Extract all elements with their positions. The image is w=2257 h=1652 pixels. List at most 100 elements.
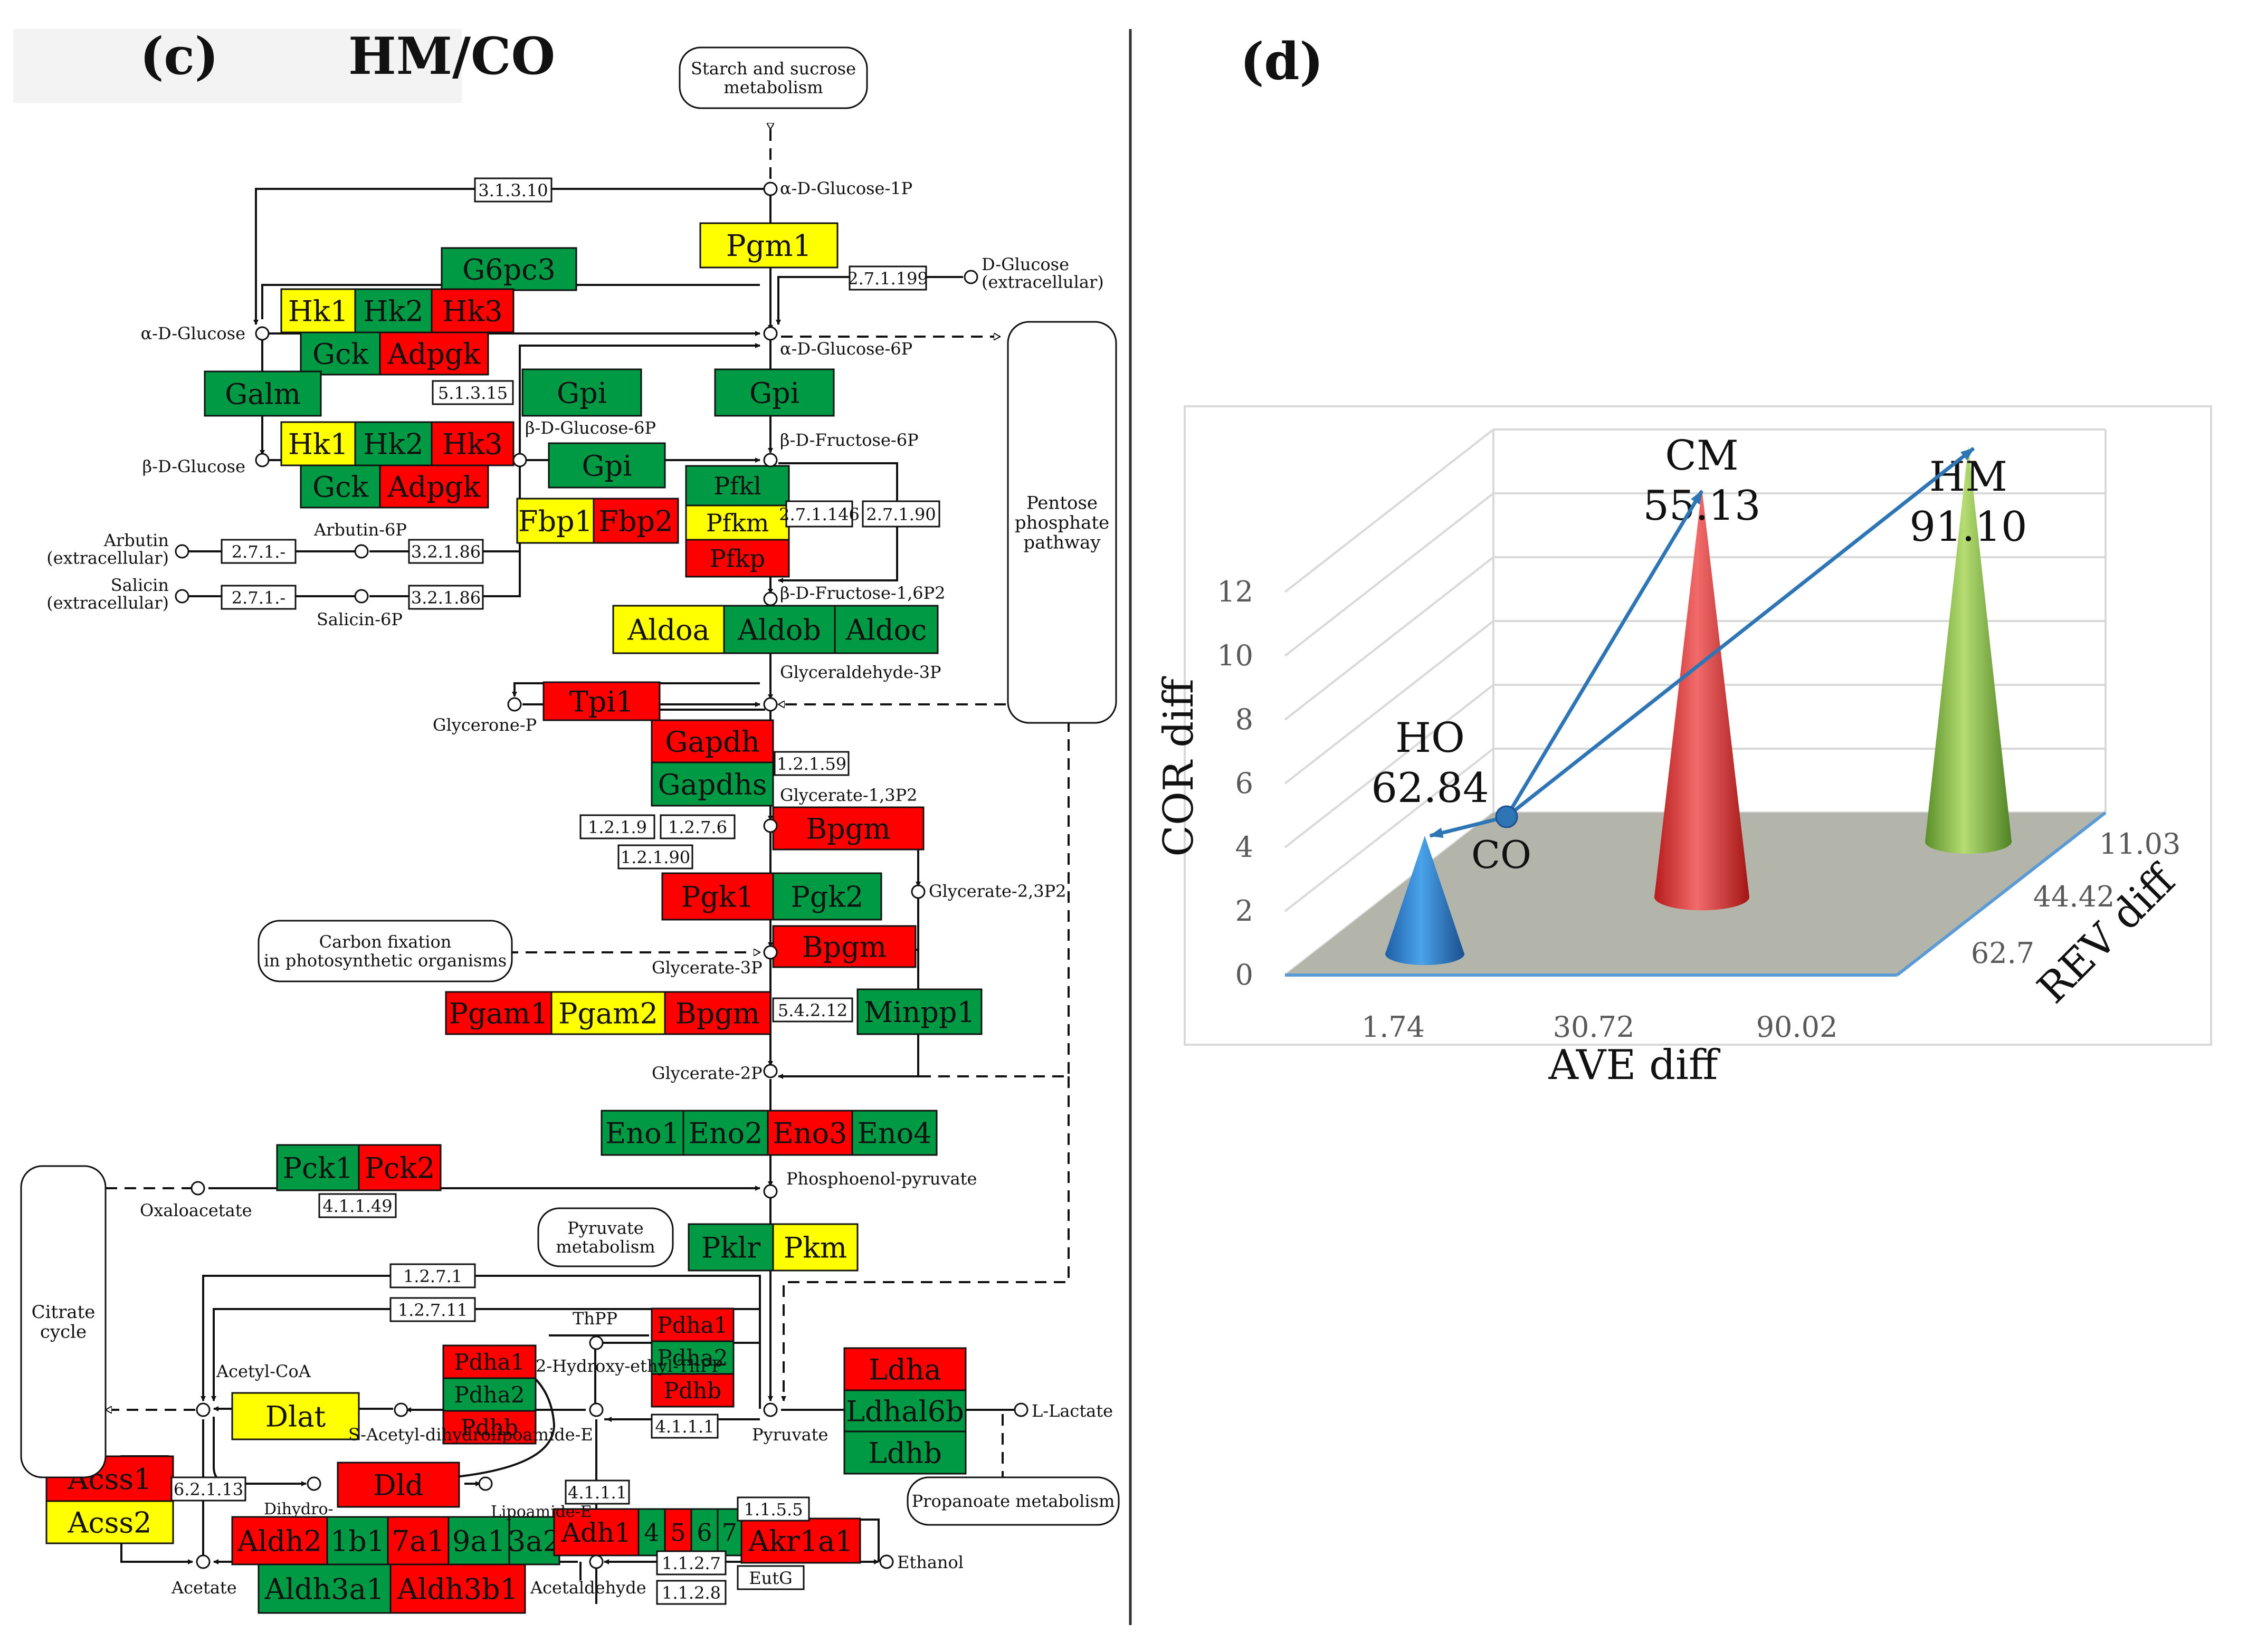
gene-aldh3a1: Aldh3a1 (258, 1563, 392, 1614)
gene-pdha2b: Pdha2 (651, 1340, 735, 1375)
gene-label: Pdha1 (658, 1312, 728, 1338)
gene-label: Ldha (869, 1353, 941, 1386)
ec-e16: 1.2.7.1 (389, 1263, 476, 1288)
svg-text:ThPP: ThPP (573, 1309, 617, 1329)
grid-line-side (1284, 684, 1494, 848)
gene-label: Eno4 (857, 1116, 931, 1150)
gene-label: 6 (697, 1519, 712, 1547)
pathway-edge (261, 284, 760, 319)
pathway-edge (781, 1076, 1070, 1401)
gene-pklr: Pklr (688, 1223, 774, 1272)
gene-gpi2: Gpi (714, 368, 835, 417)
svg-text:Glycerate-2P: Glycerate-2P (652, 1063, 763, 1083)
ec-label: 1.2.1.9 (588, 817, 647, 837)
gene-dld: Dld (337, 1462, 460, 1508)
gene-label: Pgam2 (558, 997, 658, 1030)
pathway-edge (211, 1308, 760, 1401)
gene-label: Pgk1 (681, 880, 754, 913)
gene-pfkl: Pfkl (685, 465, 790, 507)
cone-base (1925, 829, 2012, 854)
gene-ldhb: Ldhb (843, 1430, 967, 1475)
ec-e2: 2.7.1.199 (847, 265, 928, 291)
gene-eno3: Eno3 (767, 1110, 853, 1156)
svg-text:Propanoate metabolism: Propanoate metabolism (912, 1491, 1115, 1511)
series-value-label: 91.10 (1909, 503, 2027, 551)
compound-node (196, 1554, 211, 1569)
ec-e19: 6.2.1.13 (170, 1476, 246, 1502)
gene-label: Bpgm (675, 997, 760, 1030)
gene-pkm: Pkm (772, 1223, 859, 1272)
svg-text:Lipoamide-E: Lipoamide-E (491, 1503, 592, 1521)
ec-e6: 2.7.1.- (221, 539, 297, 564)
gene-label: Adh1 (561, 1517, 631, 1548)
svg-text:Arbutin-6P: Arbutin-6P (313, 520, 407, 540)
gene-label: Hk2 (363, 294, 423, 328)
pathway-nodes: Pgm1 G6pc3 Hk1 Hk2 Hk3 Gck Adpgk Galm Gpi Gpi Hk1 H… (20, 46, 1120, 1614)
gene-label: Aldh3b1 (397, 1572, 518, 1606)
gene-adh1: Adh1 (553, 1508, 640, 1556)
cone-hm (1925, 445, 2012, 854)
ec-label: 4.1.1.1 (655, 1417, 715, 1437)
gene-gapdh: Gapdh (651, 719, 774, 763)
gene-label: Aldob (737, 613, 821, 646)
ec-e23: 1.1.2.8 (656, 1580, 727, 1605)
ec-e13: 1.2.1.90 (617, 844, 693, 870)
gene-label: Pfkm (706, 509, 769, 537)
gene-eno1: Eno1 (601, 1110, 684, 1156)
grid-line-side (1284, 620, 1494, 785)
svg-text:Acetyl-CoA: Acetyl-CoA (216, 1361, 311, 1381)
gene-g6pc3: G6pc3 (441, 247, 577, 291)
ec-label: 4.1.1.1 (568, 1483, 627, 1503)
gene-aldoa: Aldoa (612, 605, 725, 654)
gene-ldhal6b: Ldhal6b (843, 1389, 967, 1433)
chart-3d: 0 2 4 6 8 10 12 1.74 30.72 90.02 11.03 44.42 62.7 AVE… (1155, 428, 2186, 1089)
compound-node (512, 453, 527, 467)
compound-hydroxy: 2-Hydroxy-ethyl-ThPP (536, 1356, 723, 1376)
gene-pdha1a: Pdha1 (442, 1344, 537, 1379)
gene-label: Hk2 (363, 427, 423, 461)
panel-d-label: (d) (1240, 32, 1323, 91)
compound-node (763, 591, 778, 606)
compound-node (763, 182, 778, 196)
gene-label: Aldh2 (237, 1524, 322, 1558)
compound-node (763, 1184, 778, 1199)
gene-label: 9a1 (452, 1524, 506, 1558)
gene-pfkm: Pfkm (685, 504, 790, 541)
title-band (13, 29, 462, 103)
gene-hk2b: Hk2 (354, 421, 433, 466)
gene-label: Gpi (582, 449, 632, 482)
gene-label: Gapdh (665, 725, 759, 758)
compound-g13p2: Glycerate-1,3P2 (780, 785, 918, 805)
ec-e5: 2.7.1.90 (862, 500, 940, 528)
gene-label: Pck1 (283, 1151, 354, 1185)
svg-text:S-Acetyl-dihydrolipoamide-E: S-Acetyl-dihydrolipoamide-E (348, 1425, 593, 1445)
ec-e20: 4.1.1.1 (565, 1479, 630, 1505)
compound-lipoamide: Lipoamide-E (491, 1503, 592, 1521)
gene-tpi1: Tpi1 (542, 681, 661, 721)
gene-label: Ldhal6b (846, 1395, 964, 1428)
ec-e8: 2.7.1.- (221, 585, 297, 610)
svg-text:Glycerate-1,3P2: Glycerate-1,3P2 (780, 785, 918, 805)
gene-label: Acss2 (67, 1506, 151, 1539)
gene-label: Pklr (701, 1231, 760, 1264)
cone-base (1654, 883, 1749, 911)
compound-node (196, 1402, 211, 1417)
gene-pdhba: Pdhb (442, 1410, 537, 1445)
gene-label: Pfkp (710, 545, 765, 573)
gene-label: Gpi (749, 376, 799, 409)
gene-dlat: Dlat (231, 1392, 360, 1440)
ec-e14: 5.4.2.12 (772, 997, 853, 1023)
compound-salicin6p: Salicin-6P (317, 609, 403, 629)
cone-ho (1385, 836, 1464, 965)
compound-node (255, 326, 270, 341)
gene-label: 3a2 (508, 1524, 561, 1558)
ec-e12: 1.2.7.6 (660, 814, 736, 839)
ec-e3: 5.1.3.15 (432, 380, 514, 405)
gene-label: Bpgm (806, 812, 890, 845)
gene-label: Gapdhs (658, 768, 767, 801)
map-propanoate: Propanoate metabolism (907, 1476, 1120, 1526)
gene-adpgka: Adpgk (379, 331, 489, 376)
gene-label: Pfkl (713, 472, 761, 500)
gene-eno4: Eno4 (851, 1110, 938, 1156)
